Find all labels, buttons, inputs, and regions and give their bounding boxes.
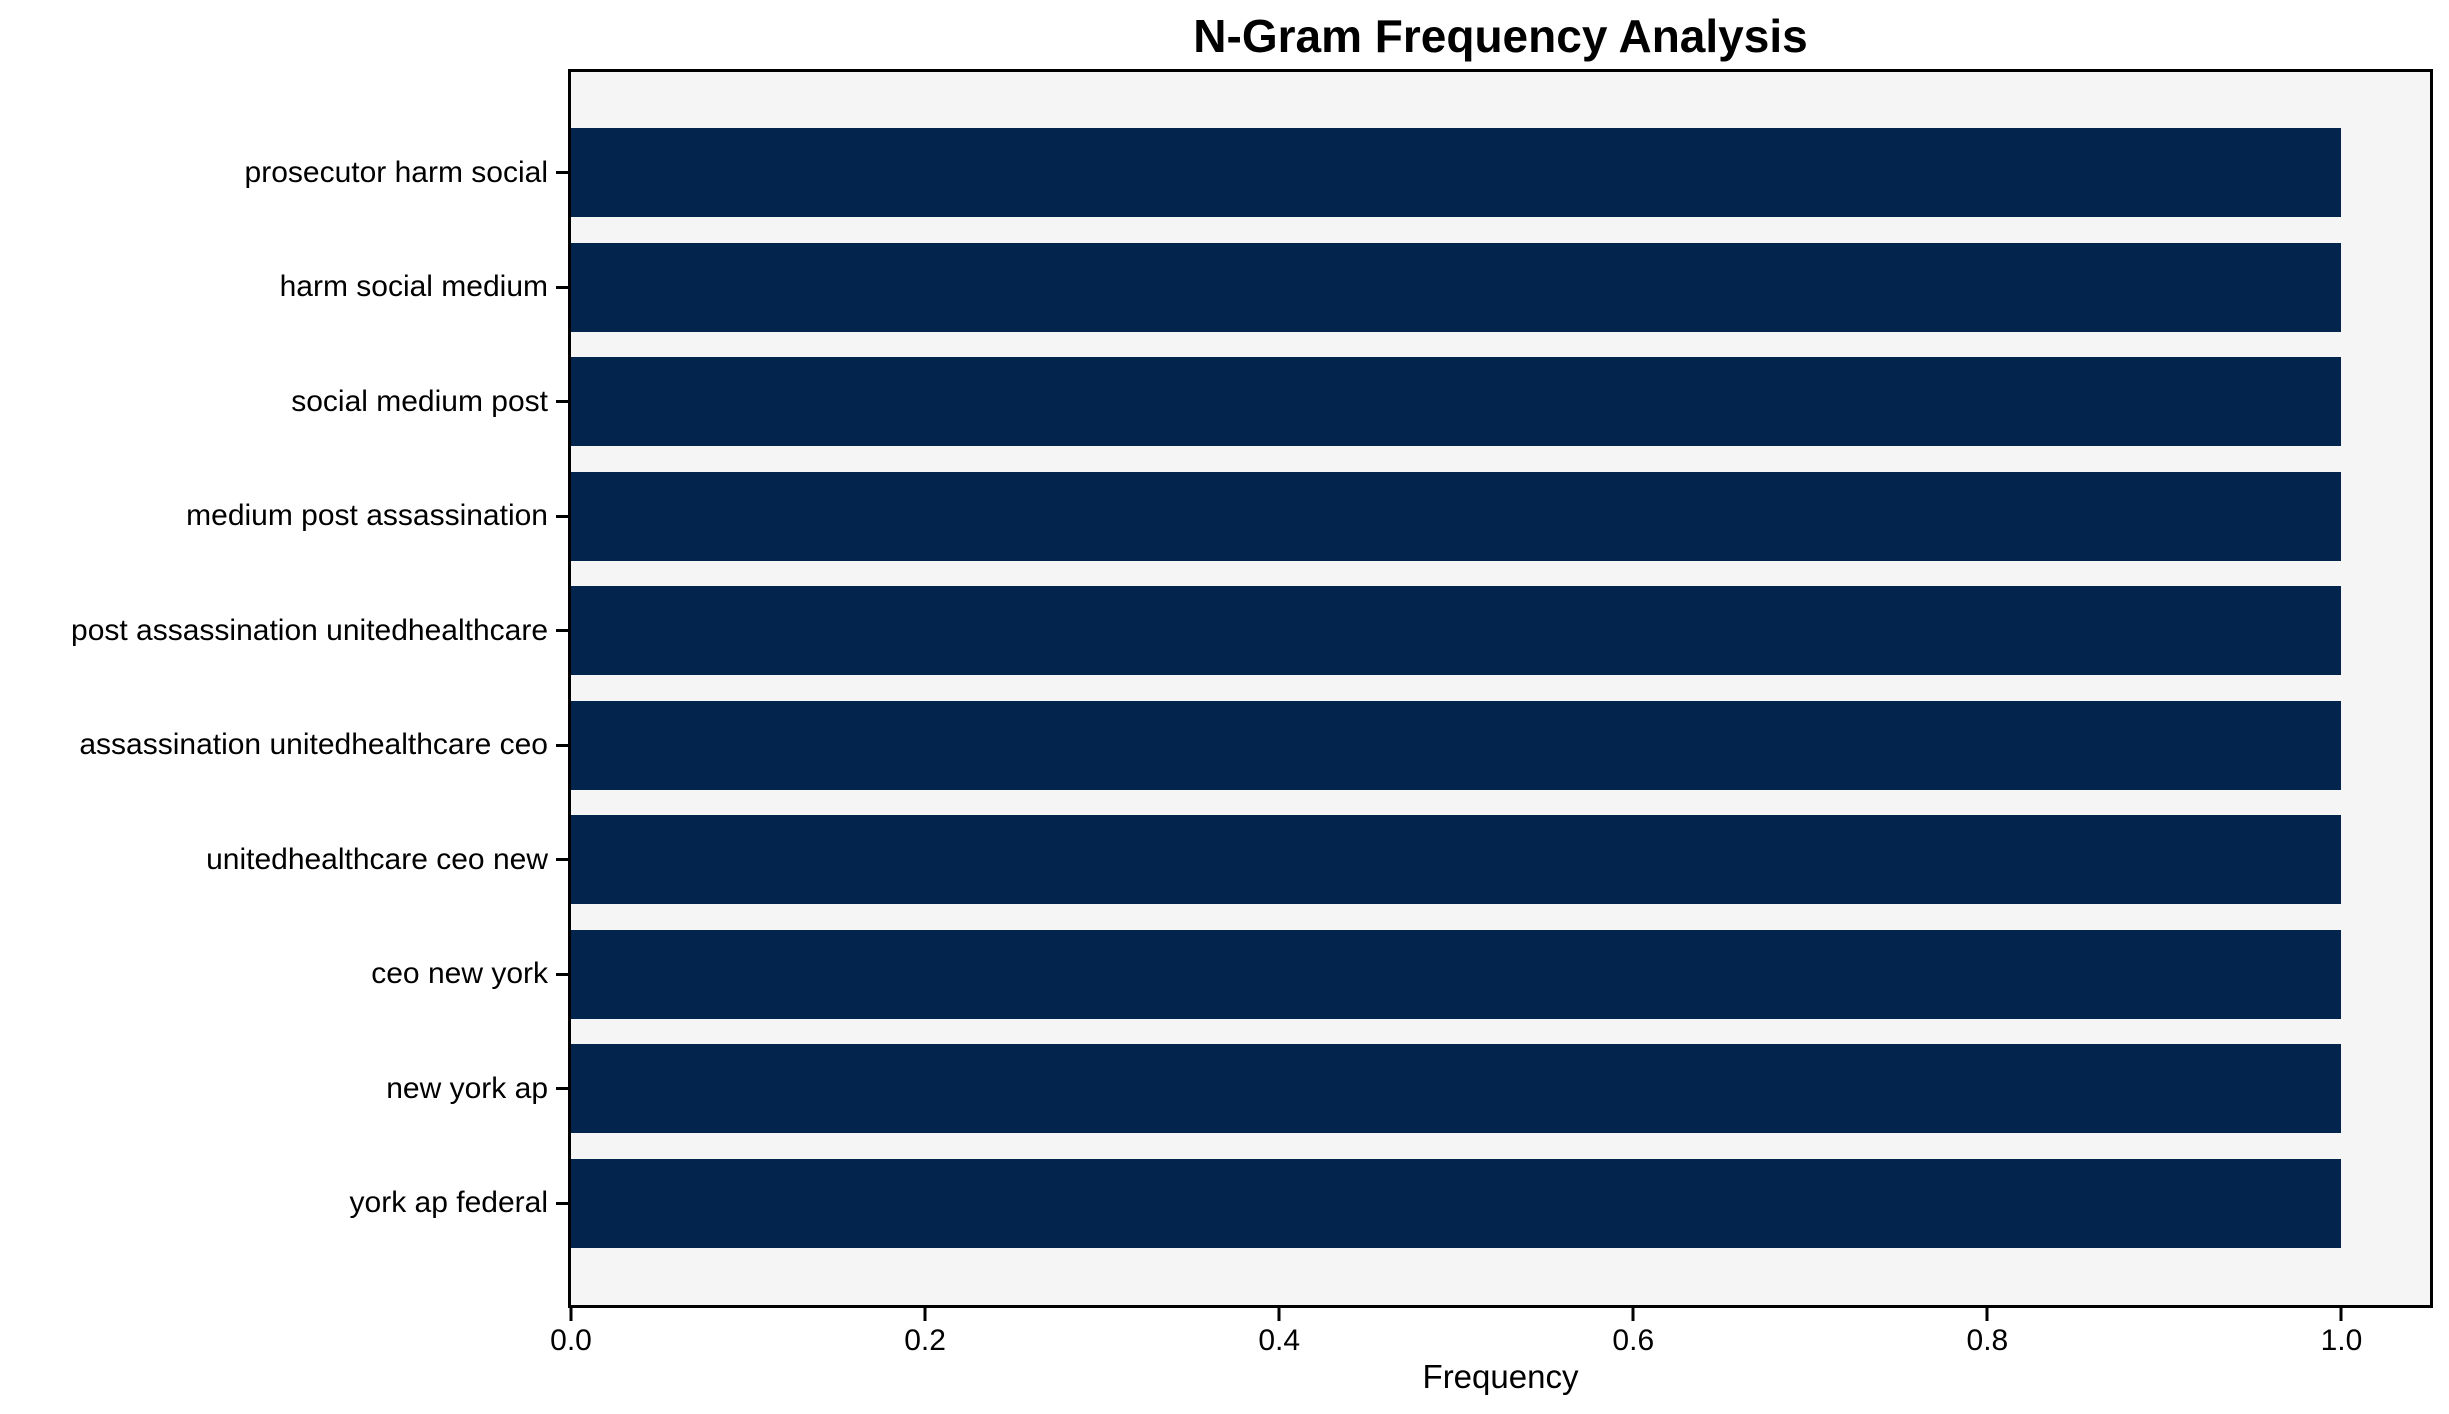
y-tick-mark — [556, 171, 568, 174]
y-tick-label: ceo new york — [371, 957, 548, 991]
y-tick-row: medium post assassination — [0, 472, 568, 561]
chart-title: N-Gram Frequency Analysis — [1193, 10, 1808, 62]
y-tick-mark — [556, 1087, 568, 1091]
y-tick-label: post assassination unitedhealthcare — [71, 613, 548, 647]
bar — [571, 471, 2342, 561]
bar-row — [571, 1158, 2430, 1248]
bar — [571, 242, 2342, 332]
y-tick-row: unitedhealthcare ceo new — [0, 815, 568, 904]
y-axis: prosecutor harm social harm social medium… — [0, 72, 568, 1305]
x-tick-label: 1.0 — [2320, 1324, 2363, 1357]
x-tick-label: 0.6 — [1612, 1324, 1655, 1357]
bar — [571, 929, 2342, 1019]
bar — [571, 1044, 2342, 1134]
bar — [571, 128, 2342, 217]
y-tick-mark — [556, 400, 568, 404]
y-tick-row: york ap federal — [0, 1159, 568, 1248]
y-tick-label: prosecutor harm social — [244, 155, 548, 189]
y-tick-row: post assassination unitedhealthcare — [0, 586, 568, 675]
y-tick-label: social medium post — [291, 384, 548, 418]
bar — [571, 357, 2342, 447]
x-tick-mark — [569, 1308, 573, 1321]
x-tick-mark — [1631, 1308, 1635, 1321]
x-tick-mark — [923, 1308, 927, 1321]
bars-group — [571, 72, 2430, 1305]
y-tick-row: harm social medium — [0, 243, 568, 332]
x-axis-label: Frequency — [1422, 1358, 1579, 1395]
bar-row — [571, 586, 2430, 676]
bar — [571, 700, 2342, 790]
y-tick-row: social medium post — [0, 357, 568, 446]
bar-row — [571, 700, 2430, 790]
y-tick-mark — [556, 629, 568, 633]
x-tick-mark — [2339, 1308, 2343, 1321]
bar — [571, 586, 2342, 676]
x-tick-label: 0.0 — [550, 1324, 592, 1357]
y-tick-mark — [556, 858, 568, 862]
bar-row — [571, 929, 2430, 1019]
y-tick-row: ceo new york — [0, 930, 568, 1019]
x-tick-mark — [1277, 1308, 1281, 1321]
plot-area — [568, 69, 2433, 1308]
y-tick-label: assassination unitedhealthcare ceo — [79, 728, 548, 762]
bar-row — [571, 815, 2430, 905]
bar-row — [571, 1044, 2430, 1134]
bar — [571, 815, 2342, 905]
x-tick-label: 0.8 — [1966, 1324, 2009, 1357]
y-tick-row: prosecutor harm social — [0, 128, 568, 217]
y-tick-label: unitedhealthcare ceo new — [206, 842, 548, 876]
y-tick-row: new york ap — [0, 1044, 568, 1133]
y-tick-mark — [556, 514, 568, 518]
x-tick-mark — [1985, 1308, 1989, 1321]
y-tick-mark — [556, 972, 568, 976]
x-tick-label: 0.2 — [904, 1324, 946, 1357]
bar — [571, 1158, 2342, 1248]
bar-row — [571, 357, 2430, 447]
y-tick-label: york ap federal — [349, 1186, 548, 1220]
y-tick-row: assassination unitedhealthcare ceo — [0, 701, 568, 790]
bar-row — [571, 128, 2430, 217]
y-tick-mark — [556, 285, 568, 289]
y-tick-mark — [556, 1201, 568, 1205]
bar-row — [571, 242, 2430, 332]
y-tick-label: medium post assassination — [186, 499, 548, 533]
y-tick-label: new york ap — [386, 1071, 548, 1105]
bar-row — [571, 471, 2430, 561]
y-tick-label: harm social medium — [279, 270, 548, 304]
x-tick-label: 0.4 — [1258, 1324, 1301, 1357]
y-tick-mark — [556, 743, 568, 747]
